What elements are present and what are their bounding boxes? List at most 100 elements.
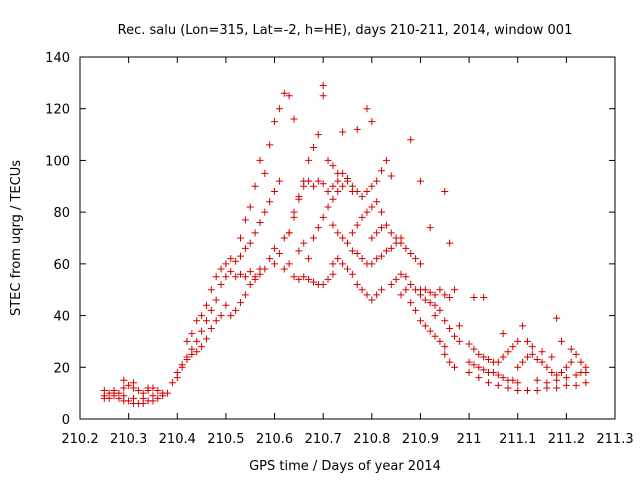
data-point	[300, 273, 308, 281]
data-point	[519, 322, 527, 330]
data-point	[344, 265, 351, 273]
x-tick-label: 210.7	[305, 432, 342, 447]
data-point	[217, 312, 225, 320]
data-point	[285, 92, 293, 100]
data-point	[489, 368, 497, 376]
data-point	[212, 273, 220, 281]
y-tick-label: 40	[53, 310, 70, 325]
data-point	[475, 363, 483, 371]
data-point	[202, 317, 210, 325]
x-tick-label: 210.9	[402, 432, 439, 447]
data-point	[436, 337, 444, 345]
data-point	[402, 286, 410, 294]
data-point	[480, 366, 488, 374]
data-point	[577, 368, 585, 376]
data-point	[285, 260, 293, 268]
data-point	[178, 363, 186, 371]
data-point	[329, 221, 337, 229]
data-point	[572, 350, 580, 358]
data-point	[378, 167, 386, 175]
data-point	[309, 182, 317, 190]
data-point	[120, 384, 128, 392]
data-point	[241, 291, 249, 299]
x-tick-label: 211	[457, 432, 482, 447]
y-tick-label: 100	[45, 154, 70, 169]
data-point	[266, 198, 274, 206]
x-tick-label: 210.2	[61, 432, 98, 447]
x-tick-label: 211.1	[499, 432, 536, 447]
data-point	[319, 180, 327, 188]
data-point	[368, 260, 376, 268]
data-point	[528, 350, 536, 358]
data-point	[431, 312, 439, 320]
data-point	[237, 252, 244, 260]
data-point	[237, 234, 244, 242]
x-tick-label: 210.3	[110, 432, 147, 447]
data-point	[397, 270, 405, 278]
data-point	[339, 182, 347, 190]
data-point	[212, 317, 220, 325]
data-point	[353, 187, 361, 195]
data-point	[436, 306, 444, 314]
data-point	[334, 177, 342, 185]
data-point	[441, 291, 449, 299]
data-point	[485, 356, 493, 364]
data-point	[305, 156, 313, 164]
y-tick-label: 80	[53, 206, 70, 221]
data-point	[514, 363, 522, 371]
data-point	[446, 325, 454, 332]
data-point	[378, 224, 386, 232]
data-point	[334, 229, 342, 237]
data-point	[319, 281, 327, 289]
data-point	[115, 394, 123, 402]
data-point	[300, 182, 308, 190]
data-point	[421, 322, 429, 330]
data-point	[514, 337, 522, 345]
data-point	[353, 125, 361, 133]
data-point	[198, 343, 206, 351]
data-point	[494, 371, 502, 379]
data-point	[207, 286, 215, 294]
data-point	[368, 296, 376, 304]
data-point	[348, 229, 356, 237]
data-point	[480, 353, 488, 361]
data-point	[373, 255, 381, 263]
data-point	[227, 255, 235, 263]
data-point	[441, 350, 449, 358]
y-tick-label: 0	[62, 413, 70, 428]
data-point	[572, 371, 580, 379]
data-point	[348, 270, 356, 278]
data-point	[290, 273, 298, 281]
data-point	[387, 281, 395, 289]
data-point	[368, 118, 376, 126]
data-point	[499, 374, 507, 382]
data-points	[100, 81, 590, 407]
data-point	[266, 141, 274, 149]
data-point	[387, 229, 395, 237]
data-point	[237, 299, 244, 307]
data-point	[353, 221, 361, 229]
data-point	[261, 169, 269, 177]
data-point	[130, 394, 137, 402]
data-point	[271, 244, 279, 252]
x-tick-label: 211.3	[596, 432, 633, 447]
data-point	[217, 265, 225, 273]
data-point	[232, 257, 240, 265]
data-point	[246, 239, 254, 247]
data-point	[416, 177, 424, 185]
data-point	[295, 247, 303, 255]
data-point	[261, 265, 269, 273]
data-point	[324, 203, 332, 211]
data-point	[110, 389, 118, 397]
data-point	[402, 273, 410, 281]
data-point	[125, 397, 133, 405]
data-point	[198, 327, 206, 335]
data-point	[256, 156, 264, 164]
data-point	[251, 275, 259, 283]
data-point	[246, 268, 254, 276]
y-tick-label: 60	[53, 258, 70, 273]
data-point	[241, 216, 249, 224]
y-tick-label: 140	[45, 51, 70, 66]
data-point	[251, 182, 259, 190]
data-point	[480, 293, 488, 301]
